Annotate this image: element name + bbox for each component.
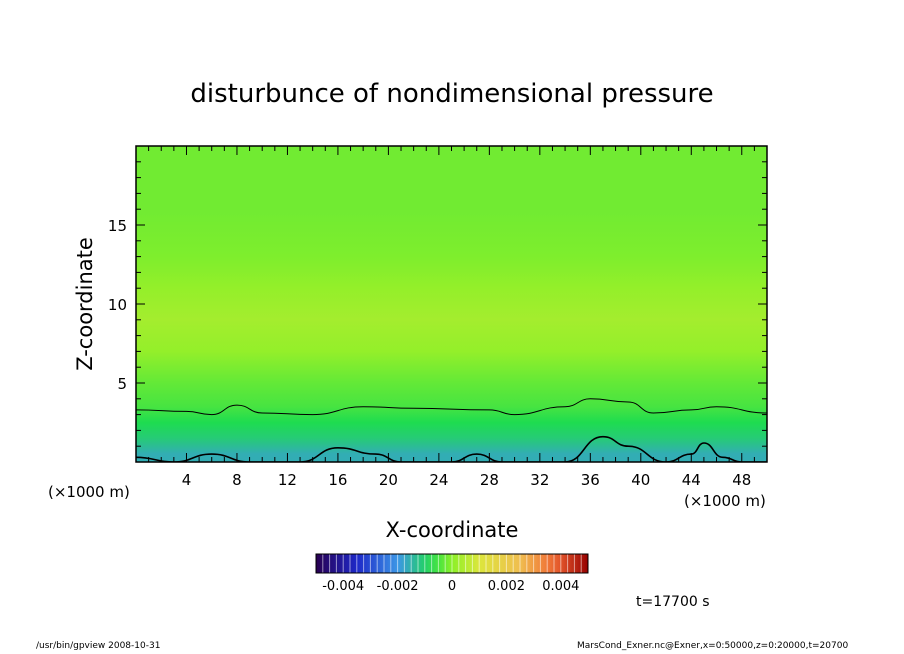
x-tick-label: 44 [682,471,701,489]
colorbar-stripes [322,554,582,573]
x-axis-label: X-coordinate [386,518,519,542]
x-tick-label: 4 [182,471,192,489]
colorbar-tick-label: 0.004 [542,579,579,594]
x-axis-ticks: 4 8 12 16 20 24 28 32 36 40 44 48 [148,146,755,489]
y-axis-ticks: 5 10 15 [108,161,767,447]
chart-title: disturbunce of nondimensional pressure [190,79,713,109]
colorbar-tick-label: -0.002 [377,579,419,594]
x-tick-label: 28 [480,471,499,489]
x-tick-label: 16 [328,471,347,489]
footer-right: MarsCond_Exner.nc@Exner,x=0:50000,z=0:20… [577,641,849,651]
x-tick-label: 32 [530,471,549,489]
x-tick-label: 8 [232,471,242,489]
colorbar: -0.004 -0.002 0 0.002 0.004 [315,553,589,594]
y-axis-unit: (×1000 m) [48,483,130,501]
x-tick-label: 36 [581,471,600,489]
y-axis-label: Z-coordinate [73,237,97,371]
y-tick-label: 10 [108,296,127,314]
y-tick-label: 5 [117,375,127,393]
time-annotation: t=17700 s [636,594,710,610]
contour-line [136,398,767,416]
x-axis-unit: (×1000 m) [684,492,766,510]
x-tick-label: 40 [631,471,650,489]
colorbar-tick-label: 0.002 [488,579,525,594]
y-tick-label: 15 [108,217,127,235]
heatmap-field [136,146,767,462]
x-tick-label: 20 [379,471,398,489]
x-tick-label: 12 [278,471,297,489]
x-tick-label: 48 [732,471,751,489]
colorbar-tick-labels: -0.004 -0.002 0 0.002 0.004 [322,579,579,594]
colorbar-frame [315,553,589,574]
footer-left: /usr/bin/gpview 2008-10-31 [36,641,161,651]
colorbar-tick-label: -0.004 [322,579,364,594]
colorbar-tick-label: 0 [448,579,456,594]
x-tick-label: 24 [429,471,448,489]
